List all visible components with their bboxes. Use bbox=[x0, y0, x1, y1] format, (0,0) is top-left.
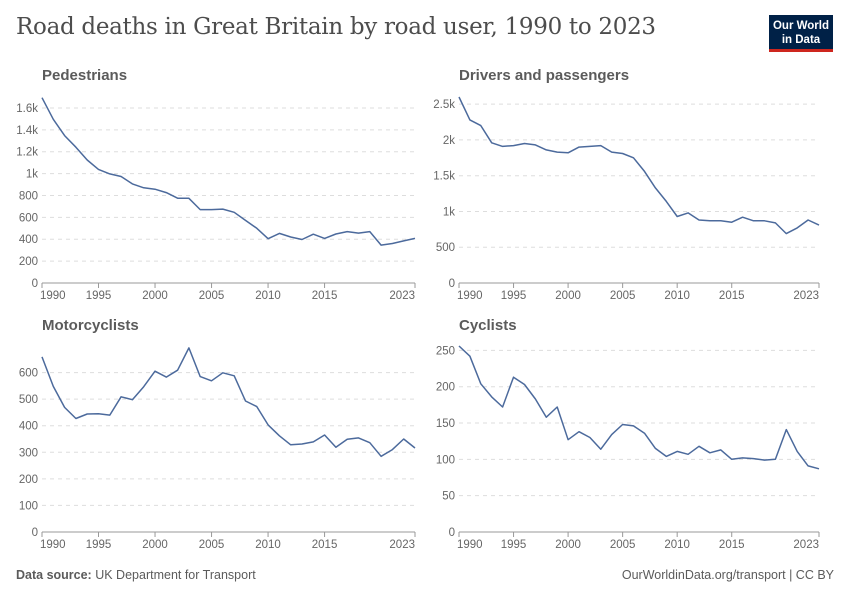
x-tick-label: 2023 bbox=[389, 539, 415, 551]
y-tick-label: 800 bbox=[19, 190, 38, 202]
x-tick-label: 2023 bbox=[389, 290, 415, 302]
y-tick-label: 1k bbox=[26, 169, 38, 181]
chart-title: Road deaths in Great Britain by road use… bbox=[16, 14, 656, 40]
y-tick-label: 0 bbox=[449, 527, 455, 539]
y-tick-label: 2.5k bbox=[433, 99, 455, 111]
series-line bbox=[458, 345, 820, 470]
data-source: Data source: UK Department for Transport bbox=[16, 568, 256, 582]
x-tick-label: 2010 bbox=[255, 539, 281, 551]
x-tick-label: 2015 bbox=[719, 290, 745, 302]
x-tick-label: 1995 bbox=[86, 539, 112, 551]
panel-motorcyclists: Motorcyclists 0 100 200 300 400 500 600 1990 1995… bbox=[19, 317, 416, 551]
panel-title: Motorcyclists bbox=[42, 317, 139, 334]
y-tick-label: 0 bbox=[32, 278, 38, 290]
series-line bbox=[41, 97, 416, 246]
owid-logo[interactable]: Our World in Data bbox=[769, 15, 833, 52]
panel-title: Cyclists bbox=[459, 317, 517, 334]
panel-cyclists: Cyclists 0 50 100 150 200 250 1990 1995 2000 2005 2… bbox=[436, 317, 820, 551]
x-tick-label: 2005 bbox=[199, 290, 225, 302]
y-tick-label: 500 bbox=[19, 394, 38, 406]
y-tick-label: 200 bbox=[19, 256, 38, 268]
panel-title: Drivers and passengers bbox=[459, 67, 629, 84]
source-label: Data source: bbox=[16, 568, 92, 582]
series-line bbox=[458, 96, 820, 235]
y-tick-label: 600 bbox=[19, 368, 38, 380]
panel-title: Pedestrians bbox=[42, 67, 127, 84]
y-tick-label: 2k bbox=[443, 135, 455, 147]
y-tick-label: 1.2k bbox=[16, 147, 38, 159]
y-tick-label: 400 bbox=[19, 421, 38, 433]
x-tick-label: 1995 bbox=[86, 290, 112, 302]
y-tick-label: 100 bbox=[436, 454, 455, 466]
y-tick-label: 0 bbox=[449, 278, 455, 290]
x-tick-label: 1995 bbox=[501, 290, 527, 302]
x-tick-label: 1995 bbox=[501, 539, 527, 551]
y-tick-label: 600 bbox=[19, 212, 38, 224]
x-tick-label: 1990 bbox=[457, 290, 483, 302]
panel-drivers-and-passengers: Drivers and passengers 0 500 1k 1.5k 2k 2.5k 19… bbox=[433, 67, 820, 302]
y-tick-label: 500 bbox=[436, 242, 455, 254]
x-tick-label: 2010 bbox=[664, 539, 690, 551]
x-tick-label: 2015 bbox=[719, 539, 745, 551]
x-tick-label: 2010 bbox=[664, 290, 690, 302]
y-tick-label: 150 bbox=[436, 418, 455, 430]
x-tick-label: 1990 bbox=[40, 539, 66, 551]
y-tick-label: 250 bbox=[436, 345, 455, 357]
panel-pedestrians: Pedestrians 0 200 400 600 800 1k 1.2k 1.4k 1.6k 19… bbox=[16, 67, 416, 302]
y-tick-label: 200 bbox=[436, 382, 455, 394]
source-text: UK Department for Transport bbox=[95, 568, 256, 582]
x-tick-label: 2000 bbox=[142, 290, 168, 302]
y-tick-label: 1.6k bbox=[16, 103, 38, 115]
y-tick-label: 400 bbox=[19, 234, 38, 246]
x-tick-label: 2005 bbox=[199, 539, 225, 551]
x-tick-label: 2000 bbox=[555, 290, 581, 302]
x-tick-label: 2023 bbox=[793, 290, 819, 302]
x-tick-label: 1990 bbox=[40, 290, 66, 302]
x-tick-label: 2000 bbox=[142, 539, 168, 551]
x-tick-label: 2015 bbox=[312, 290, 338, 302]
y-tick-label: 200 bbox=[19, 474, 38, 486]
series-line bbox=[41, 347, 416, 458]
y-tick-label: 1k bbox=[443, 206, 455, 218]
x-tick-label: 1990 bbox=[457, 539, 483, 551]
x-tick-label: 2010 bbox=[255, 290, 281, 302]
y-tick-label: 300 bbox=[19, 447, 38, 459]
y-tick-label: 1.4k bbox=[16, 125, 38, 137]
x-tick-label: 2005 bbox=[610, 539, 636, 551]
footer-link[interactable]: OurWorldinData.org/transport | CC BY bbox=[621, 568, 834, 582]
x-tick-label: 2023 bbox=[793, 539, 819, 551]
x-tick-label: 2005 bbox=[610, 290, 636, 302]
y-tick-label: 0 bbox=[32, 527, 38, 539]
x-tick-label: 2000 bbox=[555, 539, 581, 551]
x-tick-label: 2015 bbox=[312, 539, 338, 551]
y-tick-label: 1.5k bbox=[433, 171, 455, 183]
y-tick-label: 100 bbox=[19, 500, 38, 512]
y-tick-label: 50 bbox=[442, 491, 455, 503]
